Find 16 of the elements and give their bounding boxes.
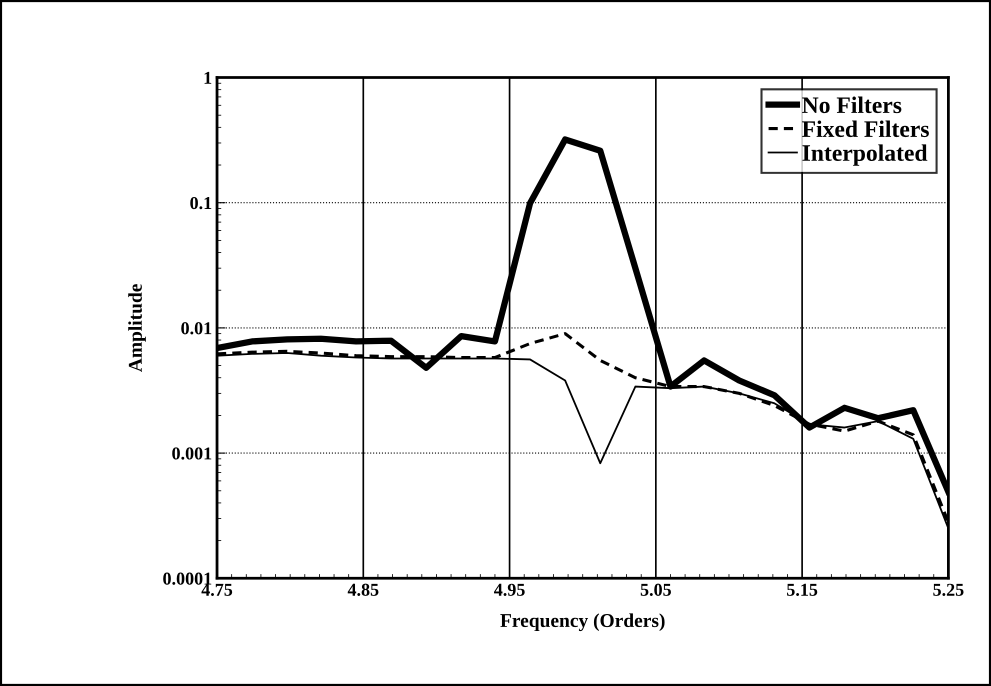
x-tick-label: 4.95	[494, 584, 525, 596]
legend-label: Interpolated	[802, 144, 928, 166]
x-tick-label: 5.25	[933, 584, 964, 596]
legend-label: No Filters	[802, 96, 902, 114]
y-tick-label: 0.1	[190, 196, 212, 210]
x-axis-title: Frequency (Orders)	[500, 613, 665, 632]
y-tick-label: 1	[204, 72, 212, 84]
x-tick-label: 4.75	[201, 584, 232, 596]
y-axis-title: Amplitude	[128, 284, 146, 372]
x-tick-label: 5.15	[787, 584, 818, 596]
y-tick-label: 0.001	[172, 447, 212, 460]
legend-label: Fixed Filters	[802, 120, 929, 138]
y-tick-label: 0.01	[181, 322, 212, 334]
x-tick-label: 5.05	[640, 584, 671, 596]
x-tick-label: 4.85	[348, 584, 378, 596]
y-tick-label: 0.0001	[163, 572, 212, 585]
